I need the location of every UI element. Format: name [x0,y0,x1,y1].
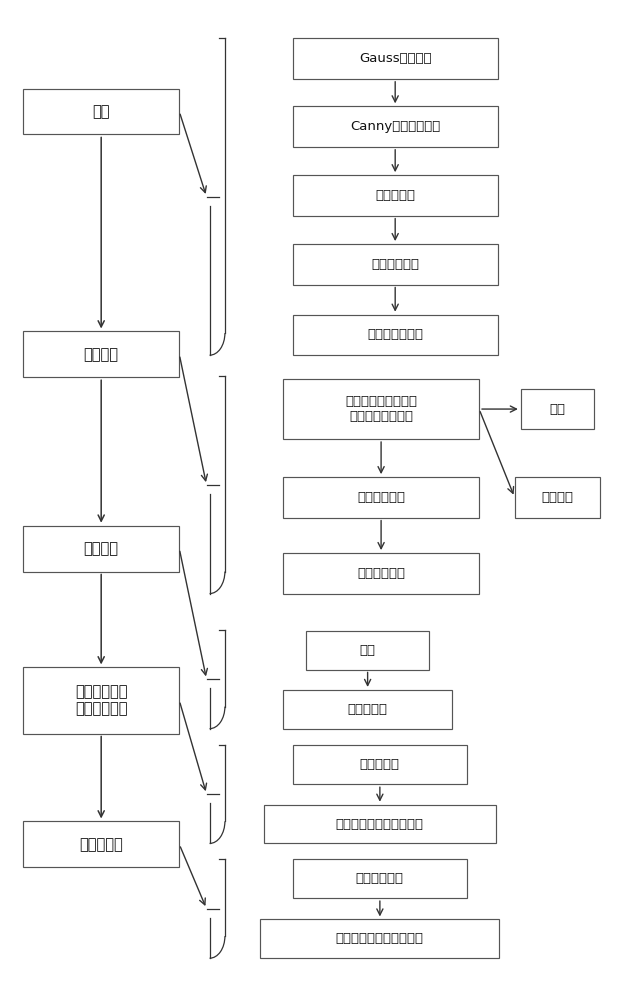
Text: Canny算子边缘检测: Canny算子边缘检测 [350,120,440,133]
Text: 三角测距法: 三角测距法 [360,758,400,771]
Bar [521,389,594,429]
Text: 椭圆参数拟合: 椭圆参数拟合 [371,258,419,271]
Text: 图像拼接: 图像拼接 [84,541,119,556]
Bar [292,745,467,784]
Bar [283,379,479,439]
Text: 视差图中面积最大障碍物: 视差图中面积最大障碍物 [336,818,424,831]
Text: 低秩矩阵理论: 低秩矩阵理论 [356,872,404,885]
Text: 摄像头行校准: 摄像头行校准 [357,567,405,580]
Bar [23,331,179,377]
Text: 融合、拼接: 融合、拼接 [348,703,388,716]
Bar [23,821,179,867]
Bar [261,919,499,958]
Bar [292,38,498,79]
Bar [292,315,498,355]
Text: 障碍物追踪: 障碍物追踪 [79,837,123,852]
Text: 畸变校正: 畸变校正 [84,347,119,362]
Bar [23,667,179,734]
Text: 标定: 标定 [92,104,110,119]
Bar [23,526,179,572]
Bar [264,805,496,843]
Text: 摄像头内外参数: 摄像头内外参数 [368,328,423,341]
Text: Gauss平滑滤波: Gauss平滑滤波 [359,52,431,65]
Bar [306,631,429,670]
Bar [292,106,498,147]
Text: 轮廓线搜索: 轮廓线搜索 [375,189,415,202]
Bar [283,553,479,594]
Bar [292,859,467,898]
Bar [283,477,479,518]
Text: 图像填充: 图像填充 [541,491,574,504]
Bar [292,244,498,285]
Text: 基于粒子滤波的跟踪算法: 基于粒子滤波的跟踪算法 [336,932,424,945]
Bar [514,477,601,518]
Text: 匹配: 匹配 [359,644,376,657]
Text: 矫正: 矫正 [549,403,566,416]
Bar [283,690,452,729]
Bar [292,175,498,216]
Text: 双线性插值法: 双线性插值法 [357,491,405,504]
Text: 基于球面透镜投影约
束的鱼眼校正方法: 基于球面透镜投影约 束的鱼眼校正方法 [345,395,417,423]
Text: 确定障碍物初
始位置和距离: 确定障碍物初 始位置和距离 [75,684,128,717]
Bar [23,89,179,134]
